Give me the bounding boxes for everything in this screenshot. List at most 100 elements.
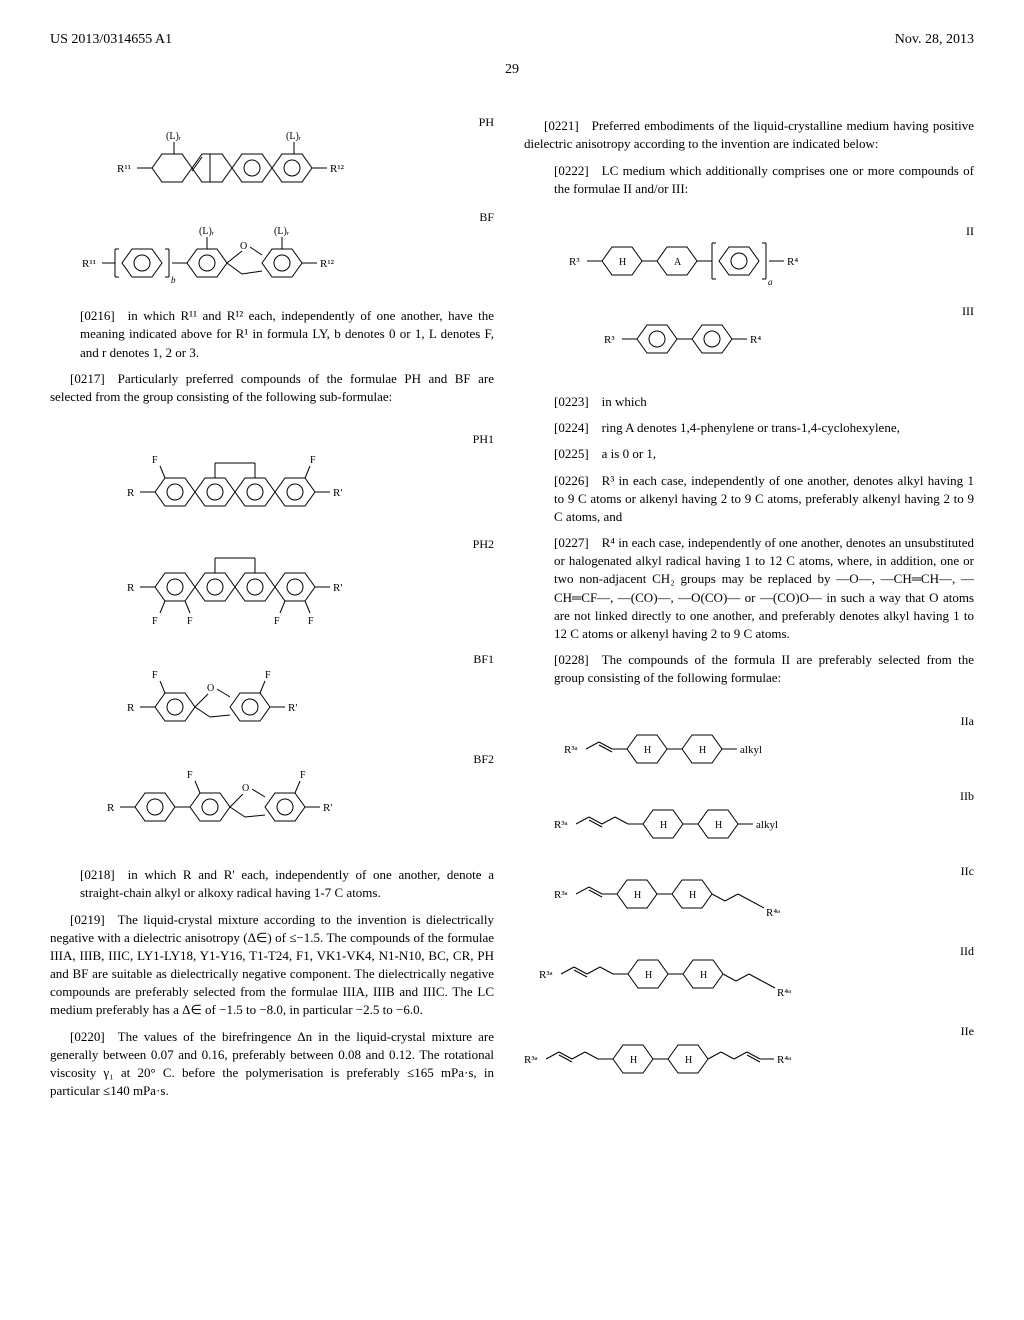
label-H2: H	[644, 745, 651, 756]
structure-PH: R¹¹ (L)ᵣ (L)ᵣ R¹²	[50, 124, 454, 194]
label-H7: H	[689, 890, 696, 901]
label-H3: H	[699, 745, 706, 756]
label-a: a	[768, 277, 773, 287]
label-H11: H	[685, 1055, 692, 1066]
structure-II: R³ H A a	[524, 233, 934, 288]
para-0224: [0224] ring A denotes 1,4-phenylene or t…	[554, 419, 974, 437]
formula-label-BF2: BF2	[454, 751, 494, 768]
formula-label-IIb: IIb	[934, 788, 974, 805]
para-0221: [0221] Preferred embodiments of the liqu…	[524, 117, 974, 153]
label-alkyl-b: alkyl	[756, 819, 778, 831]
formula-label-PH1: PH1	[454, 431, 494, 448]
label-R11b: R¹¹	[82, 258, 96, 270]
left-column: R¹¹ (L)ᵣ (L)ᵣ R¹²	[50, 109, 494, 1108]
structure-IIb: R³ᵃ H H alkyl	[524, 798, 934, 848]
label-Rp-bf2: R'	[323, 802, 332, 814]
label-R3a-b: R³ᵃ	[554, 819, 568, 831]
formula-label-IIc: IIc	[934, 863, 974, 880]
label-R-ph1: R	[127, 487, 135, 499]
publication-date: Nov. 28, 2013	[895, 30, 974, 50]
label-R3a-a: R³ᵃ	[564, 744, 578, 756]
structure-IIa: R³ᵃ H H alkyl	[524, 723, 934, 773]
label-R4: R⁴	[787, 256, 798, 268]
formula-label-II: II	[934, 223, 974, 240]
label-R-bf2: R	[107, 802, 115, 814]
label-A: A	[674, 257, 682, 268]
label-L2: (L)ᵣ	[286, 131, 302, 142]
label-R11: R¹¹	[117, 163, 131, 175]
label-H5: H	[715, 820, 722, 831]
structure-BF: R¹¹ b (L)ᵣ	[50, 219, 454, 289]
patent-number: US 2013/0314655 A1	[50, 30, 172, 50]
structure-IIc: R³ᵃ H H R⁴ᵃ	[524, 873, 934, 928]
label-R3: R³	[569, 256, 580, 268]
para-0220: [0220] The values of the birefringence Δ…	[50, 1028, 494, 1101]
label-O2: O	[207, 683, 214, 694]
para-0228: [0228] The compounds of the formula II a…	[554, 651, 974, 687]
label-F5: F	[274, 616, 280, 627]
label-H9: H	[700, 970, 707, 981]
label-F1: F	[152, 455, 158, 466]
para-0225: [0225] a is 0 or 1,	[554, 445, 974, 463]
structure-BF1: R F O F R'	[50, 661, 454, 736]
label-Rp-bf1: R'	[288, 702, 297, 714]
para-0219: [0219] The liquid-crystal mixture accord…	[50, 911, 494, 1020]
label-F7: F	[152, 670, 158, 681]
label-L1: (L)ᵣ	[166, 131, 182, 142]
label-L4: (L)ᵣ	[274, 226, 290, 237]
label-R4-iii: R⁴	[750, 334, 761, 346]
label-R4a-c: R⁴ᵃ	[766, 907, 780, 919]
label-R12b: R¹²	[320, 258, 335, 270]
structure-IId: R³ᵃ H H R⁴ᵃ	[524, 953, 934, 1008]
label-F3: F	[152, 616, 158, 627]
label-R3a-c: R³ᵃ	[554, 889, 568, 901]
para-0217: [0217] Particularly preferred compounds …	[50, 370, 494, 406]
formula-label-BF1: BF1	[454, 651, 494, 668]
structure-III: R³ R⁴	[524, 313, 934, 363]
para-0222: [0222] LC medium which additionally comp…	[554, 162, 974, 198]
label-H4: H	[660, 820, 667, 831]
para-0227: [0227] R⁴ in each case, independently of…	[554, 534, 974, 643]
label-R3a-e: R³ᵃ	[524, 1054, 538, 1066]
para-0216: [0216] in which R¹¹ and R¹² each, indepe…	[80, 307, 494, 362]
structure-PH1: R F F	[50, 441, 454, 521]
label-F4: F	[187, 616, 193, 627]
formula-label-PH2: PH2	[454, 536, 494, 553]
label-F2: F	[310, 455, 316, 466]
right-column: [0221] Preferred embodiments of the liqu…	[524, 109, 974, 1108]
label-H10: H	[630, 1055, 637, 1066]
label-R3-iii: R³	[604, 334, 615, 346]
label-H1: H	[619, 257, 626, 268]
label-F8: F	[265, 670, 271, 681]
label-O: O	[240, 241, 247, 252]
structure-BF2: R F O	[50, 761, 454, 836]
para-0218: [0218] in which R and R' each, independe…	[80, 866, 494, 902]
label-R-bf1: R	[127, 702, 135, 714]
structure-PH2: R F F	[50, 546, 454, 636]
label-F9: F	[187, 770, 193, 781]
label-R3a-d: R³ᵃ	[539, 969, 553, 981]
label-b: b	[171, 275, 176, 285]
label-R4a-e: R⁴ᵃ	[777, 1054, 791, 1066]
formula-label-PH: PH	[454, 114, 494, 131]
label-Rp-ph1: R'	[333, 487, 342, 499]
para-0223: [0223] in which	[554, 393, 974, 411]
label-H8: H	[645, 970, 652, 981]
label-R12: R¹²	[330, 163, 345, 175]
label-H6: H	[634, 890, 641, 901]
para-0226: [0226] R³ in each case, independently of…	[554, 472, 974, 527]
label-F10: F	[300, 770, 306, 781]
label-L3: (L)ᵣ	[199, 226, 215, 237]
formula-label-IIe: IIe	[934, 1023, 974, 1040]
label-alkyl-a: alkyl	[740, 744, 762, 756]
formula-label-III: III	[934, 303, 974, 320]
label-Rp-ph2: R'	[333, 582, 342, 594]
label-R-ph2: R	[127, 582, 135, 594]
structure-IIe: R³ᵃ H H	[524, 1033, 934, 1083]
formula-label-IId: IId	[934, 943, 974, 960]
label-O3: O	[242, 783, 249, 794]
label-F6: F	[308, 616, 314, 627]
formula-label-IIa: IIa	[934, 713, 974, 730]
label-R4a-d: R⁴ᵃ	[777, 987, 791, 999]
formula-label-BF: BF	[454, 209, 494, 226]
